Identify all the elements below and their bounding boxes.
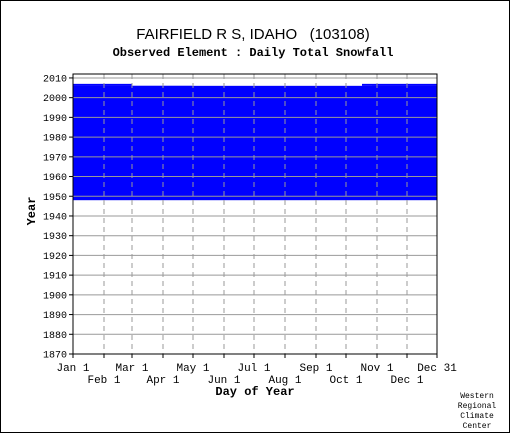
data-block-2003 — [357, 89, 437, 92]
x-tick-label: Jun 1 — [207, 375, 240, 387]
data-block-2004 — [362, 87, 437, 90]
y-tick-label: 1930 — [43, 232, 67, 243]
y-tick-label: 1950 — [43, 193, 67, 204]
y-tick-label: 1990 — [43, 114, 67, 125]
credit-line: Regional — [458, 402, 497, 411]
x-tick-label: Dec 1 — [390, 375, 423, 387]
y-tick-label: 1940 — [43, 212, 67, 223]
x-tick-label: May 1 — [176, 363, 209, 375]
y-tick-label: 1870 — [43, 351, 67, 362]
y-tick-label: 2000 — [43, 94, 67, 105]
data-block-2005 — [372, 85, 437, 88]
y-tick-labels: 1870 1880 1890 1900 1910 1920 1930 1940 1950 1960… — [43, 74, 73, 362]
x-tick-label: Nov 1 — [360, 363, 393, 375]
y-tick-label: 1900 — [43, 291, 67, 302]
grid-lines — [73, 74, 437, 354]
x-tick-label: Jul 1 — [237, 363, 270, 375]
data-block-2003 — [73, 89, 202, 92]
chart-title: FAIRFIELD R S, IDAHO (103108) — [136, 26, 369, 43]
data-block-1997 — [73, 101, 162, 104]
x-tick-label: Aug 1 — [268, 375, 301, 387]
y-tick-label: 1920 — [43, 252, 67, 263]
x-axis-label: Day of Year — [215, 385, 294, 399]
x-tick-label: Mar 1 — [115, 363, 148, 375]
data-block-2006 — [73, 83, 132, 86]
data-block-1999 — [312, 97, 402, 100]
y-tick-label: 1970 — [43, 153, 67, 164]
x-tick-label: Oct 1 — [329, 375, 362, 387]
x-tick-label: Sep 1 — [299, 363, 332, 375]
data-block-2001 — [402, 93, 437, 96]
y-tick-label: 2010 — [43, 74, 67, 85]
y-tick-label: 1980 — [43, 134, 67, 145]
data-block-2002 — [73, 91, 227, 94]
y-tick-label: 1960 — [43, 173, 67, 184]
data-block-1996 — [73, 103, 152, 106]
data-block-2006 — [362, 83, 437, 86]
x-tick-label: Apr 1 — [146, 375, 179, 387]
data-block-1993 — [73, 109, 117, 112]
data-block-1993 — [382, 109, 412, 112]
x-tick-label: Dec 31 — [417, 363, 457, 375]
y-tick-label: 1880 — [43, 331, 67, 342]
data-block-2004 — [73, 87, 187, 90]
credit-line: Climate — [460, 412, 494, 421]
data-coverage-layer — [73, 83, 437, 201]
y-axis-label: Year — [25, 197, 39, 226]
data-block-1998 — [73, 99, 232, 102]
data-block-1995 — [392, 105, 437, 108]
data-block-1994 — [73, 107, 117, 110]
data-block-1996 — [312, 103, 397, 106]
data-block-1998 — [322, 99, 437, 102]
plot-frame — [72, 73, 438, 355]
data-block-1995 — [92, 105, 132, 108]
credit-line: Western — [460, 392, 494, 401]
data-block-1997 — [312, 101, 407, 104]
y-tick-label: 1890 — [43, 311, 67, 322]
chart-subtitle: Observed Element : Daily Total Snowfall — [113, 46, 394, 60]
y-tick-label: 1910 — [43, 272, 67, 283]
credit-line: Center — [463, 422, 492, 431]
x-tick-labels: Jan 1 Mar 1 May 1 Jul 1 Sep 1 Nov 1 Dec 31 Feb … — [56, 354, 457, 387]
x-tick-label: Jan 1 — [56, 363, 89, 375]
data-block-2000 — [73, 95, 182, 98]
data-block-1994 — [372, 107, 437, 110]
x-tick-label: Feb 1 — [87, 375, 120, 387]
data-block-1999 — [73, 97, 172, 100]
